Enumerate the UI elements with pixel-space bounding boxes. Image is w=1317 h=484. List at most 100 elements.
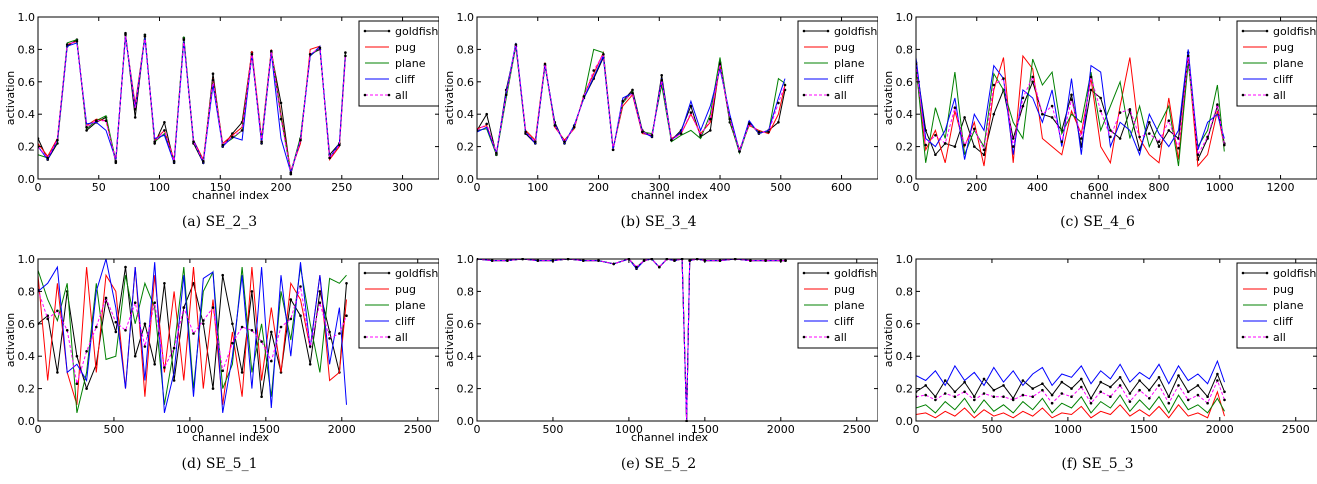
series-point-goldfish <box>982 153 986 156</box>
legend-label-plane: plane <box>1273 57 1304 70</box>
x-tick-label: 0 <box>913 423 920 436</box>
series-point-goldfish <box>318 290 322 293</box>
series-point-goldfish <box>1118 376 1122 379</box>
series-point-all <box>592 69 595 72</box>
plot-frame <box>915 16 1317 180</box>
legend-label-all: all <box>1273 89 1286 102</box>
series-point-all <box>582 259 585 262</box>
legend-label-pug: pug <box>1273 283 1294 296</box>
series-point-goldfish <box>934 395 937 398</box>
x-tick-label: 2500 <box>843 423 871 436</box>
y-tick-label: 0.0 <box>457 173 475 186</box>
series-point-all <box>56 309 59 313</box>
series-point-goldfish <box>1060 380 1064 384</box>
series-point-goldfish <box>1206 395 1209 398</box>
series-point-goldfish <box>1021 104 1025 108</box>
series-point-all <box>338 332 341 335</box>
series-point-all <box>289 317 293 321</box>
y-tick-label: 0.0 <box>18 415 36 428</box>
x-axis-label: channel index <box>631 189 709 202</box>
series-point-all <box>270 49 273 53</box>
series-point-goldfish <box>924 384 927 387</box>
series-point-all <box>1177 146 1180 150</box>
legend-marker-goldfish <box>826 29 830 33</box>
series-point-all <box>1011 145 1015 148</box>
series-point-all <box>56 138 59 142</box>
series-point-all <box>85 125 88 129</box>
legend-marker-all <box>1265 335 1269 339</box>
series-point-all <box>1138 135 1141 139</box>
legend-marker-goldfish <box>826 271 830 275</box>
series-point-all <box>1216 103 1219 106</box>
series-point-goldfish <box>1196 384 1200 387</box>
legend-marker-all <box>387 93 391 97</box>
y-tick-label: 0.0 <box>896 415 914 428</box>
series-point-goldfish <box>85 387 88 390</box>
y-tick-label: 0.0 <box>457 415 475 428</box>
x-tick-label: 500 <box>981 423 1002 436</box>
series-point-all <box>490 259 494 262</box>
series-point-goldfish <box>973 395 976 398</box>
series-point-all <box>689 111 693 114</box>
series-point-goldfish <box>344 51 347 54</box>
caption: (e) SE_5_2 <box>620 456 697 472</box>
series-point-goldfish <box>943 379 947 382</box>
series-point-all <box>289 171 293 174</box>
legend-label-cliff: cliff <box>834 315 854 328</box>
series-point-all <box>1128 400 1132 403</box>
x-axis-label: channel index <box>192 431 270 444</box>
series-point-all <box>718 62 722 66</box>
series-point-all <box>65 43 69 46</box>
y-tick-label: 1.0 <box>896 11 914 24</box>
series-point-all <box>104 119 108 122</box>
series-point-all <box>597 259 600 262</box>
legend-marker-all <box>363 93 367 97</box>
series-point-all <box>1157 140 1161 143</box>
series-point-goldfish <box>1070 93 1073 97</box>
legend-label-goldfish: goldfish <box>395 25 438 38</box>
series-point-all <box>143 35 147 38</box>
series-point-all <box>1089 401 1093 405</box>
series-point-goldfish <box>660 74 663 77</box>
legend-marker-goldfish <box>387 271 391 275</box>
series-point-goldfish <box>250 290 254 293</box>
x-tick-label: 50 <box>92 181 106 194</box>
plot-frame <box>37 16 439 180</box>
x-tick-label: 200 <box>966 181 987 194</box>
caption: (b) SE_3_4 <box>620 214 697 230</box>
series-point-all <box>738 150 741 153</box>
series-point-all <box>543 62 547 66</box>
series-point-all <box>1070 98 1073 101</box>
series-point-all <box>1167 401 1171 405</box>
series-line-all <box>477 258 786 422</box>
series-point-goldfish <box>963 116 966 119</box>
series-point-all <box>699 134 702 137</box>
series-point-all <box>1070 395 1073 398</box>
legend-label-pug: pug <box>1273 41 1294 54</box>
series-point-all <box>1148 397 1151 400</box>
series-point-all <box>1031 75 1034 79</box>
series-point-all <box>95 119 98 122</box>
legend-label-goldfish: goldfish <box>395 267 438 280</box>
series-point-goldfish <box>279 101 283 105</box>
x-tick-label: 200 <box>271 181 292 194</box>
y-tick-label: 0.8 <box>18 285 36 298</box>
series-point-goldfish <box>260 395 263 398</box>
series-line-pug <box>916 390 1225 419</box>
y-axis-label: activation <box>4 313 17 368</box>
series-point-all <box>221 143 224 147</box>
series-point-goldfish <box>240 371 244 374</box>
series-point-all <box>764 259 767 262</box>
series-point-goldfish <box>133 354 137 358</box>
chart-5: 0.0 0.2 0.4 0.6 0.8 1.0 0 500 1000 1500 2000 2500 ac… <box>882 253 1317 436</box>
series-point-all <box>240 325 244 329</box>
series-point-all <box>124 329 127 332</box>
legend-label-cliff: cliff <box>1273 73 1293 86</box>
series-point-all <box>641 130 644 134</box>
series-point-all <box>757 130 761 134</box>
series-point-all <box>1050 104 1054 108</box>
legend-label-cliff: cliff <box>395 315 415 328</box>
series-point-all <box>635 265 638 269</box>
legend-label-cliff: cliff <box>1273 315 1293 328</box>
series-point-all <box>1186 54 1190 58</box>
